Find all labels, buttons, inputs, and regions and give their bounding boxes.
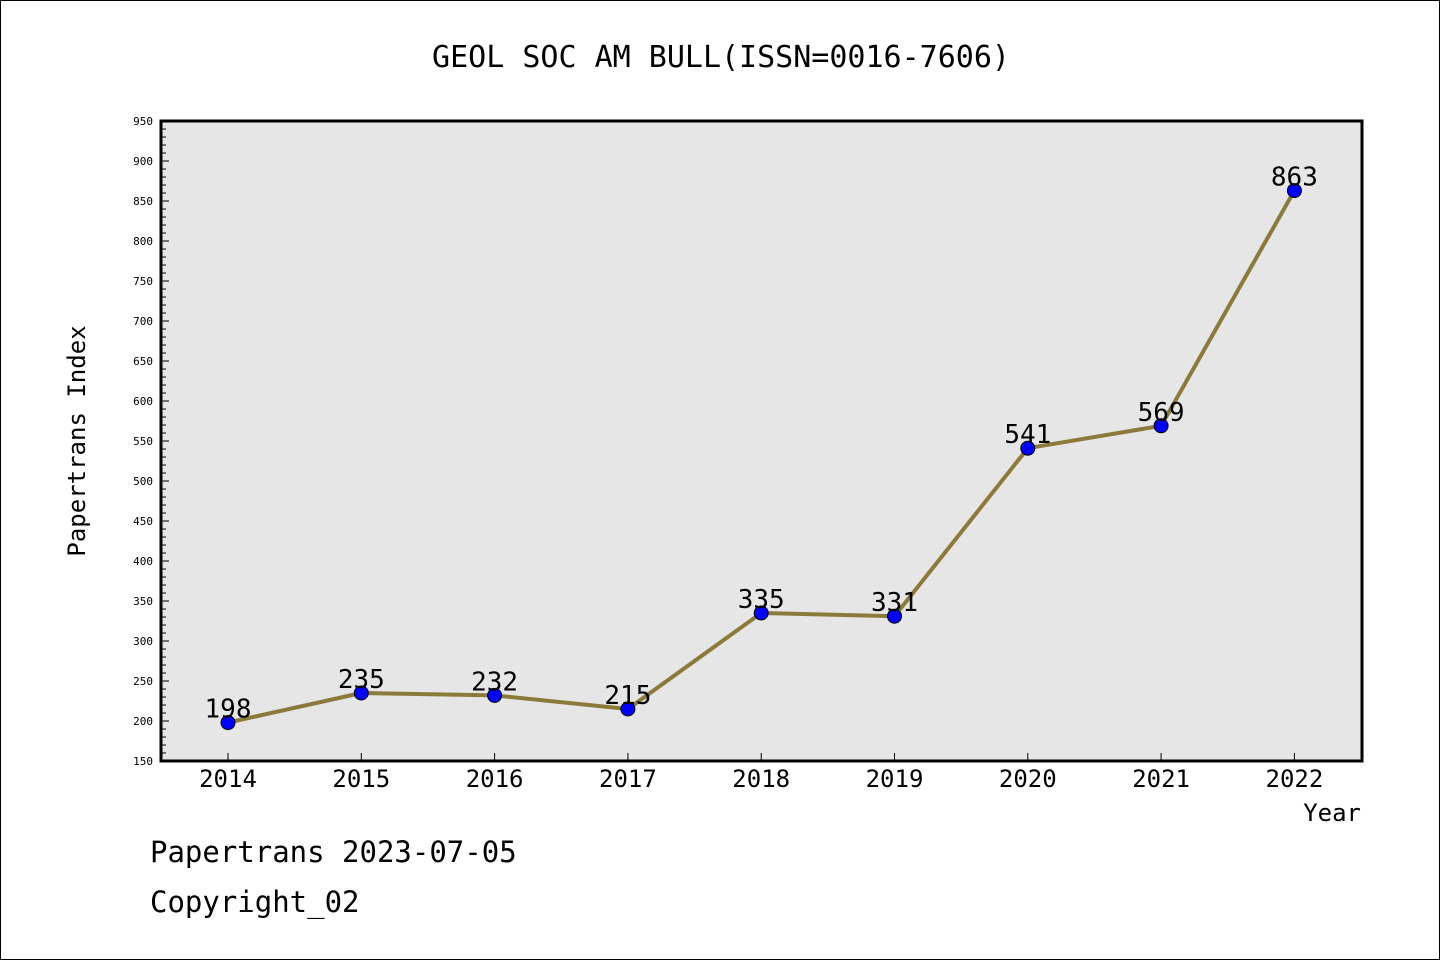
y-tick-label: 800 (133, 235, 153, 248)
plot-border (159, 119, 1364, 763)
data-label: 198 (205, 695, 252, 725)
data-point (620, 701, 636, 717)
footer-copyright-text: Copyright_02 (150, 885, 360, 919)
data-label: 235 (338, 665, 385, 695)
y-axis-label: Papertrans Index (63, 325, 91, 556)
y-tick-label: 600 (133, 395, 153, 408)
y-tick-label: 700 (133, 315, 153, 328)
x-tick-label: 2015 (332, 765, 390, 793)
y-tick-label: 950 (133, 115, 153, 128)
y-tick-label: 500 (133, 475, 153, 488)
x-axis-label: Year (1303, 799, 1361, 827)
x-tick-label: 2021 (1132, 765, 1190, 793)
y-tick-label: 400 (133, 555, 153, 568)
x-tick-label: 2022 (1266, 765, 1324, 793)
data-label: 232 (471, 667, 518, 697)
data-label: 569 (1138, 398, 1185, 428)
y-tick-label: 900 (133, 155, 153, 168)
x-tick-label: 2018 (732, 765, 790, 793)
y-tick-label: 750 (133, 275, 153, 288)
y-tick-label: 850 (133, 195, 153, 208)
data-point (220, 715, 236, 731)
data-point (353, 685, 369, 701)
x-tick-label: 2020 (999, 765, 1057, 793)
data-label: 863 (1271, 163, 1318, 193)
x-tick-label: 2017 (599, 765, 657, 793)
y-tick-label: 300 (133, 635, 153, 648)
data-point (487, 687, 503, 703)
x-tick-label: 2019 (866, 765, 924, 793)
data-point (1020, 440, 1036, 456)
y-tick-label: 550 (133, 435, 153, 448)
y-tick-label: 250 (133, 675, 153, 688)
y-tick-label: 350 (133, 595, 153, 608)
x-tick-label: 2014 (199, 765, 257, 793)
data-point (1153, 418, 1169, 434)
data-label: 331 (871, 588, 918, 618)
y-tick-label: 150 (133, 755, 153, 768)
footer-date-text: Papertrans 2023-07-05 (150, 835, 517, 869)
data-label: 541 (1004, 420, 1051, 450)
data-point (753, 605, 769, 621)
data-point (887, 608, 902, 624)
data-point (1286, 183, 1302, 199)
data-label: 215 (604, 681, 651, 711)
y-tick-label: 650 (133, 355, 153, 368)
plot-area (161, 121, 1362, 761)
data-label: 335 (738, 585, 785, 615)
x-tick-label: 2016 (466, 765, 524, 793)
chart-title: GEOL SOC AM BULL(ISSN=0016-7606) (432, 40, 1010, 75)
y-tick-label: 200 (133, 715, 153, 728)
y-tick-label: 450 (133, 515, 153, 528)
